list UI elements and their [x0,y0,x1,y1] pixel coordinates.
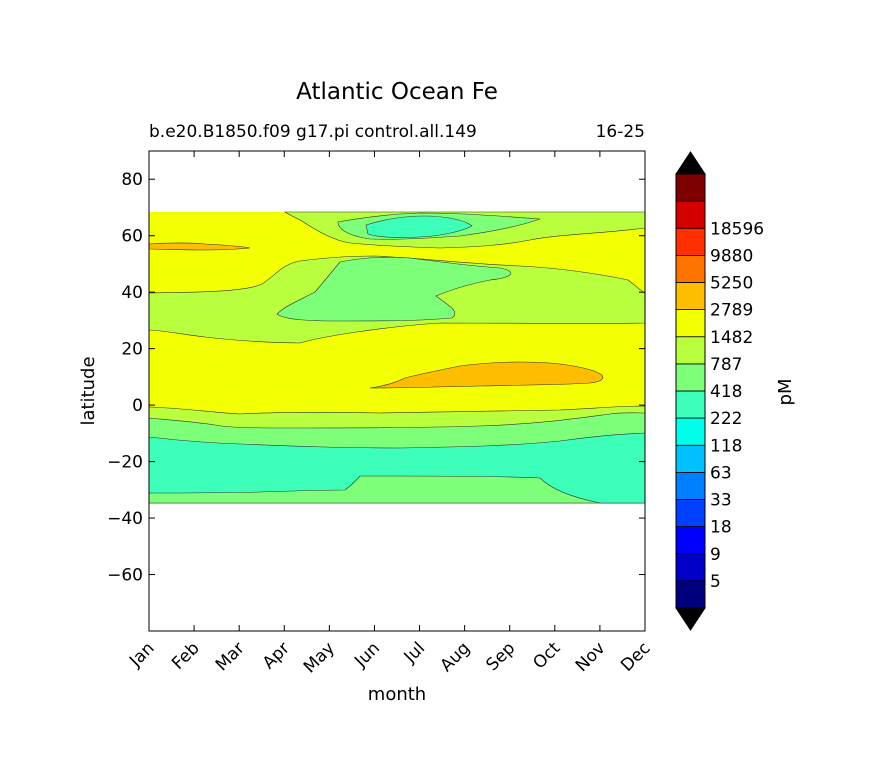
colorbar-tick-label: 9880 [710,246,753,266]
chart-title: Atlantic Ocean Fe [296,79,498,105]
y-tick-label: −40 [107,509,143,529]
y-axis: 80 60 40 20 0 −20 −40 −60 [107,170,645,586]
plot-frame [148,150,646,632]
colorbar-tick-label: 787 [710,355,742,375]
colorbar-label: pM [775,379,796,406]
y-tick-label: 80 [121,170,143,190]
colorbar-swatch [675,173,706,202]
region-band-222-418-north [276,256,512,322]
colorbar-swatch [675,580,706,609]
colorbar-swatch [675,390,706,419]
colorbar-swatch [675,336,706,365]
colorbar-tick-label: 2789 [710,301,753,321]
colorbar-swatch [675,472,706,500]
colorbar-swatch [675,553,706,582]
colorbar-tick-label: 1482 [710,328,753,348]
y-tick-label: 20 [121,340,143,360]
colorbar-tick-label: 33 [710,491,732,511]
colorbar-swatch [675,526,706,555]
x-tick-label: Oct [529,638,564,673]
colorbar-swatch [675,363,706,392]
region-band-118-222-south [149,432,645,504]
colorbar-swatch [675,444,706,473]
y-tick-label: 40 [121,283,143,303]
x-tick-label: May [300,638,339,677]
y-tick-label: 60 [121,227,143,247]
colorbar: 5 9 18 33 63 118 222 418 787 1482 2789 5250 9880 1859… [675,151,764,631]
x-tick-label: Nov [572,638,610,676]
x-tick-label: Sep [482,638,519,675]
colorbar-swatch [675,309,706,338]
colorbar-tick-label: 418 [710,382,742,402]
colorbar-extend-max [675,151,706,175]
region-band-1482-2789-tropics [369,361,604,389]
colorbar-swatch [675,200,706,229]
x-tick-label: Jan [125,638,158,671]
y-tick-label: −60 [107,566,143,586]
region-band-1482-2789-north [149,242,251,251]
colorbar-tick-label: 5250 [710,274,753,294]
colorbar-tick-label: 18596 [710,219,764,239]
colorbar-tick-label: 222 [710,409,742,429]
colorbar-swatch [675,255,706,283]
x-tick-label: Feb [168,638,203,673]
chart-subtitle-left: b.e20.B1850.f09 g17.pi control.all.149 [149,122,477,142]
y-tick-label: −20 [107,453,143,473]
chart-subtitle-right: 16-25 [596,122,645,142]
colorbar-tick-label: 63 [710,463,732,483]
colorbar-extend-min [675,607,706,631]
colorbar-tick-label: 18 [710,518,732,538]
x-tick-label: Mar [212,638,249,675]
colorbar-swatch [675,227,706,256]
x-tick-label: Dec [617,638,654,675]
colorbar-tick-label: 5 [710,572,721,592]
colorbar-swatch [675,417,706,446]
x-tick-label: Apr [259,638,294,673]
x-tick-label: Aug [437,638,475,676]
colorbar-tick-label: 118 [710,436,742,456]
colorbar-swatch [675,499,706,527]
x-tick-label: Jun [350,638,384,672]
contour-fill [149,211,645,504]
y-axis-label: latitude [78,356,99,425]
colorbar-swatch [675,282,706,310]
y-tick-label: 0 [132,396,143,416]
region-band-118-222-top [365,215,473,238]
plot-area: 80 60 40 20 0 −20 −40 −60 Jan Feb Mar Apr May Jun Jul… [107,150,655,677]
colorbar-tick-label: 9 [710,545,721,565]
x-axis-label: month [368,684,426,705]
x-tick-label: Jul [400,638,429,667]
